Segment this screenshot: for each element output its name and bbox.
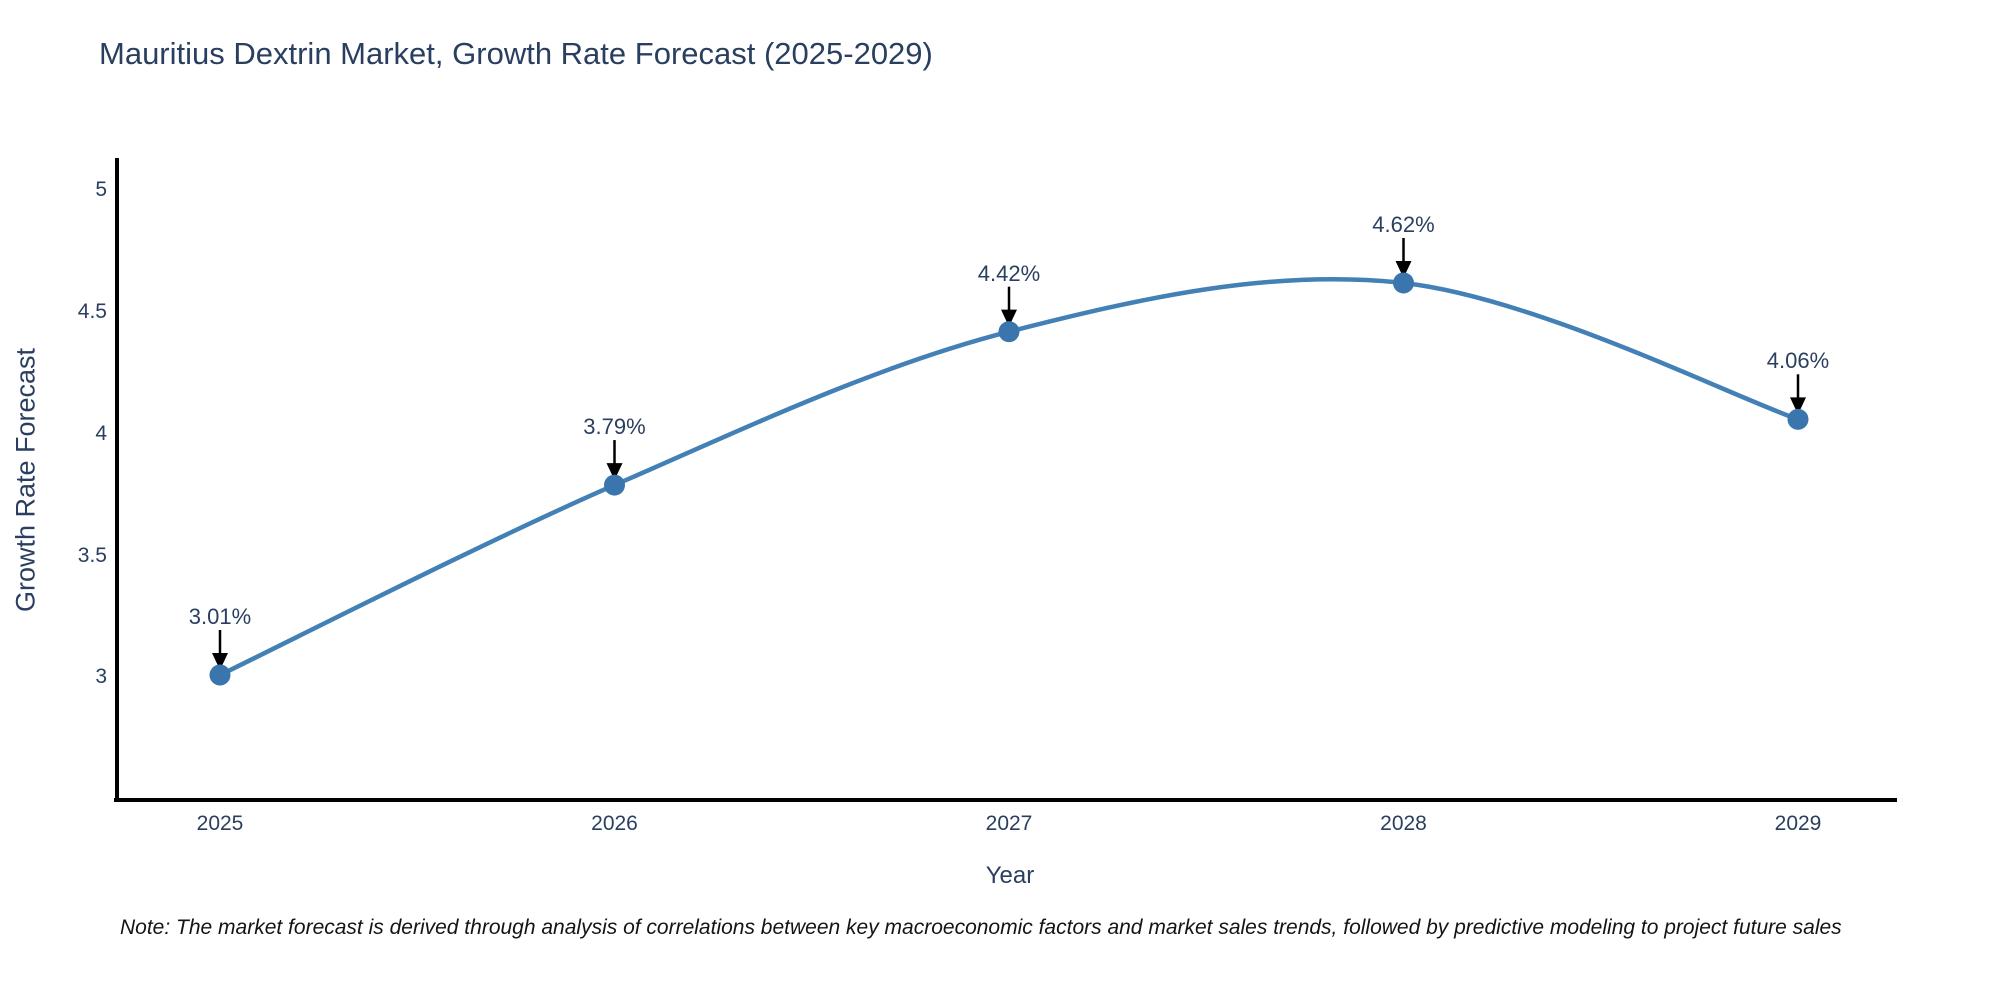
annotation-arrowhead-icon (212, 653, 228, 670)
y-tick-label: 4.5 (77, 300, 107, 324)
point-value-label: 3.01% (188, 604, 252, 629)
annotation-arrowhead-icon (1001, 309, 1017, 327)
x-tick-label: 2025 (196, 812, 244, 835)
chart-title: Mauritius Dextrin Market, Growth Rate Fo… (99, 36, 933, 71)
point-value-label: 4.42% (977, 260, 1041, 286)
x-tick-label: 2029 (1774, 812, 1822, 835)
annotation-arrowhead-icon (1790, 397, 1806, 415)
y-tick-label: 4 (95, 421, 107, 445)
point-value-label: 4.62% (1372, 211, 1435, 237)
annotation-arrows (212, 237, 1806, 670)
x-tick-label: 2028 (1380, 812, 1427, 835)
data-point-marker (209, 664, 231, 686)
data-point-marker (998, 321, 1020, 343)
point-value-label: 3.79% (583, 414, 646, 440)
y-tick-label: 5 (95, 178, 107, 202)
footnote: Note: The market forecast is derived thr… (120, 916, 1842, 939)
annotation-arrowhead-icon (606, 463, 623, 481)
y-tick-label: 3.5 (77, 543, 107, 567)
axes (114, 158, 1897, 802)
point-value-label: 4.06% (1766, 348, 1830, 374)
annotation-arrowhead-icon (1395, 260, 1412, 278)
data-point-marker (604, 474, 625, 496)
y-tick-label: 3 (95, 665, 107, 689)
x-axis-title: Year (985, 862, 1035, 889)
data-point-marker (1787, 408, 1809, 430)
x-tick-label: 2026 (591, 812, 638, 835)
data-point-marker (1393, 272, 1414, 294)
series-markers (209, 272, 1809, 686)
x-tick-label: 2027 (985, 812, 1033, 835)
